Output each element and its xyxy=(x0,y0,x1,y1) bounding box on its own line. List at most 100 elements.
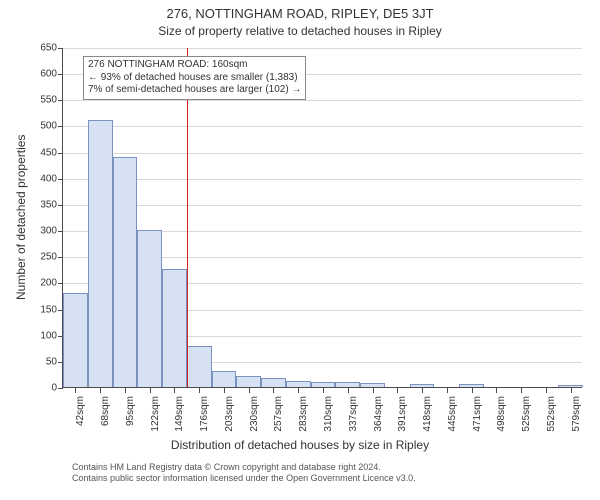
x-tick-label: 418sqm xyxy=(422,396,433,446)
x-tick xyxy=(150,388,151,393)
y-tick-label: 250 xyxy=(27,252,57,263)
y-tick-label: 550 xyxy=(27,95,57,106)
x-tick xyxy=(100,388,101,393)
histogram-bar xyxy=(187,346,212,387)
histogram-bar xyxy=(311,382,336,387)
x-tick-label: 95sqm xyxy=(125,396,136,446)
y-tick-label: 600 xyxy=(27,69,57,80)
y-tick-label: 50 xyxy=(27,356,57,367)
histogram-bar xyxy=(162,269,187,387)
x-tick-label: 445sqm xyxy=(447,396,458,446)
x-tick xyxy=(373,388,374,393)
x-tick xyxy=(199,388,200,393)
y-tick-label: 650 xyxy=(27,43,57,54)
x-tick-label: 364sqm xyxy=(373,396,384,446)
y-tick-label: 400 xyxy=(27,173,57,184)
y-tick-label: 350 xyxy=(27,199,57,210)
x-tick xyxy=(571,388,572,393)
y-tick xyxy=(58,48,63,49)
chart-subtitle: Size of property relative to detached ho… xyxy=(0,24,600,38)
x-tick-label: 310sqm xyxy=(323,396,334,446)
chart-container: { "header": { "title": "276, NOTTINGHAM … xyxy=(0,0,600,500)
x-tick xyxy=(521,388,522,393)
y-gridline xyxy=(63,100,582,101)
histogram-bar xyxy=(63,293,88,387)
histogram-bar xyxy=(335,382,360,387)
y-tick xyxy=(58,257,63,258)
y-tick xyxy=(58,153,63,154)
y-tick xyxy=(58,231,63,232)
histogram-bar xyxy=(558,385,583,387)
x-tick xyxy=(447,388,448,393)
x-tick-label: 498sqm xyxy=(496,396,507,446)
x-tick-label: 230sqm xyxy=(249,396,260,446)
y-tick xyxy=(58,179,63,180)
x-tick-label: 149sqm xyxy=(174,396,185,446)
x-tick-label: 471sqm xyxy=(472,396,483,446)
y-tick-label: 0 xyxy=(27,383,57,394)
x-tick xyxy=(224,388,225,393)
x-tick-label: 337sqm xyxy=(348,396,359,446)
histogram-bar xyxy=(360,383,385,387)
y-tick xyxy=(58,74,63,75)
x-tick xyxy=(472,388,473,393)
histogram-bar xyxy=(113,157,138,387)
x-tick-label: 391sqm xyxy=(397,396,408,446)
y-tick-label: 450 xyxy=(27,147,57,158)
x-tick xyxy=(273,388,274,393)
histogram-bar xyxy=(137,230,162,387)
histogram-bar xyxy=(88,120,113,387)
annotation-line-1: 276 NOTTINGHAM ROAD: 160sqm xyxy=(88,59,301,72)
x-tick xyxy=(125,388,126,393)
attribution-text: Contains HM Land Registry data © Crown c… xyxy=(72,462,416,485)
y-tick xyxy=(58,283,63,284)
chart-title: 276, NOTTINGHAM ROAD, RIPLEY, DE5 3JT xyxy=(0,6,600,21)
histogram-bar xyxy=(212,371,237,387)
x-tick-label: 257sqm xyxy=(273,396,284,446)
histogram-bar xyxy=(236,376,261,388)
y-tick xyxy=(58,100,63,101)
x-tick xyxy=(546,388,547,393)
x-tick xyxy=(348,388,349,393)
x-tick xyxy=(397,388,398,393)
x-tick-label: 552sqm xyxy=(546,396,557,446)
histogram-bar xyxy=(459,384,484,387)
y-tick-label: 100 xyxy=(27,330,57,341)
x-tick-label: 122sqm xyxy=(150,396,161,446)
y-tick-label: 200 xyxy=(27,278,57,289)
y-gridline xyxy=(63,179,582,180)
x-tick-label: 525sqm xyxy=(521,396,532,446)
y-gridline xyxy=(63,48,582,49)
x-tick xyxy=(496,388,497,393)
x-tick xyxy=(323,388,324,393)
x-tick-label: 283sqm xyxy=(298,396,309,446)
y-axis-label: Number of detached properties xyxy=(14,135,28,300)
x-tick xyxy=(75,388,76,393)
y-tick-label: 150 xyxy=(27,304,57,315)
histogram-bar xyxy=(410,384,435,387)
x-tick xyxy=(249,388,250,393)
x-tick-label: 176sqm xyxy=(199,396,210,446)
annotation-line-2: ← 93% of detached houses are smaller (1,… xyxy=(88,72,301,85)
x-tick-label: 68sqm xyxy=(100,396,111,446)
y-gridline xyxy=(63,126,582,127)
attribution-line-2: Contains public sector information licen… xyxy=(72,473,416,484)
annotation-line-3: 7% of semi-detached houses are larger (1… xyxy=(88,84,301,97)
x-tick xyxy=(174,388,175,393)
y-gridline xyxy=(63,153,582,154)
y-tick-label: 500 xyxy=(27,121,57,132)
x-tick-label: 203sqm xyxy=(224,396,235,446)
plot-area: 0501001502002503003504004505005506006504… xyxy=(62,48,582,388)
annotation-box: 276 NOTTINGHAM ROAD: 160sqm← 93% of deta… xyxy=(83,56,306,100)
y-gridline xyxy=(63,205,582,206)
y-tick xyxy=(58,205,63,206)
x-tick-label: 42sqm xyxy=(75,396,86,446)
x-tick xyxy=(298,388,299,393)
attribution-line-1: Contains HM Land Registry data © Crown c… xyxy=(72,462,416,473)
x-tick xyxy=(422,388,423,393)
histogram-bar xyxy=(261,378,286,387)
x-tick-label: 579sqm xyxy=(571,396,582,446)
y-tick xyxy=(58,126,63,127)
y-tick xyxy=(58,388,63,389)
y-tick-label: 300 xyxy=(27,226,57,237)
